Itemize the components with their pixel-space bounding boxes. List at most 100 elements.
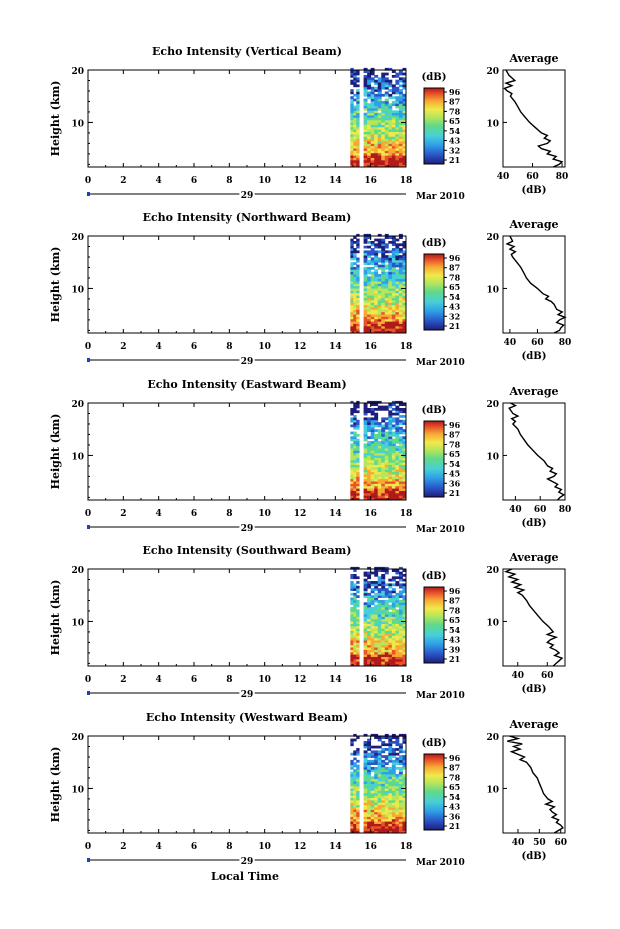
- heatmap-cell: [398, 609, 403, 613]
- heatmap-cell: [350, 150, 354, 154]
- heatmap-cell: [402, 647, 407, 650]
- heatmap-cell: [363, 766, 368, 770]
- heatmap-cell: [398, 476, 403, 480]
- heatmap-cell: [350, 257, 354, 261]
- heatmap-cell: [395, 602, 400, 606]
- heatmap-cell: [370, 830, 375, 834]
- heatmap-cell: [402, 314, 407, 317]
- heatmap-cell: [384, 131, 389, 135]
- heatmap-cell: [367, 162, 372, 166]
- x-tick-label: 8: [226, 176, 232, 186]
- heatmap-cell: [356, 314, 360, 317]
- heatmap-cell: [353, 640, 357, 643]
- heatmap-cell: [388, 255, 393, 258]
- heatmap-cell: [388, 663, 393, 667]
- heatmap-cell: [370, 290, 375, 294]
- heatmap-cell: [374, 471, 379, 475]
- heatmap-cell: [353, 830, 357, 834]
- heatmap-cell: [384, 614, 389, 617]
- heatmap-cell: [350, 642, 354, 646]
- heatmap-cell: [377, 433, 382, 437]
- heatmap-cell: [374, 438, 379, 442]
- heatmap-cell: [395, 495, 400, 499]
- heatmap-cell: [402, 651, 407, 655]
- heatmap-cell: [374, 297, 379, 301]
- heatmap-cell: [388, 578, 393, 582]
- heatmap-cell: [402, 266, 407, 270]
- heatmap-cell: [398, 654, 403, 657]
- heatmap-cell: [350, 131, 354, 135]
- heatmap-cell: [391, 236, 396, 240]
- heatmap-cell: [356, 492, 360, 496]
- heatmap-cell: [395, 478, 400, 482]
- heatmap-cell: [353, 783, 357, 787]
- heatmap-cell: [353, 141, 357, 144]
- heatmap-cell: [384, 495, 389, 499]
- heatmap-cell: [391, 618, 396, 622]
- heatmap-cell: [350, 304, 354, 308]
- heatmap-cell: [350, 781, 354, 784]
- heatmap-cell: [398, 495, 403, 499]
- heatmap-cell: [402, 318, 407, 322]
- heatmap-cell: [391, 288, 396, 291]
- heatmap-cell: [381, 131, 386, 135]
- heatmap-cell: [398, 781, 403, 784]
- heatmap-cell: [388, 141, 393, 144]
- heatmap-cell: [374, 464, 379, 468]
- heatmap-cell: [395, 112, 400, 116]
- heatmap-cell: [381, 823, 386, 827]
- heatmap-cell: [384, 490, 389, 494]
- heatmap-cell: [381, 143, 386, 147]
- heatmap-cell: [384, 318, 389, 322]
- heatmap-cell: [350, 497, 354, 501]
- heatmap-cell: [356, 443, 360, 447]
- heatmap-cell: [374, 285, 379, 289]
- heatmap-cell: [384, 774, 389, 777]
- heatmap-cell: [391, 330, 396, 334]
- x-tick-label: 4: [156, 176, 162, 186]
- heatmap-cell: [353, 138, 357, 142]
- heatmap-cell: [384, 278, 389, 282]
- heatmap-cell: [356, 424, 360, 428]
- heatmap-cell: [384, 124, 389, 128]
- heatmap-cell: [363, 755, 368, 758]
- heatmap-cell: [391, 466, 396, 470]
- heatmap-cell: [381, 776, 386, 780]
- heatmap-cell: [381, 618, 386, 622]
- heatmap-cell: [402, 466, 407, 470]
- heatmap-cell: [377, 96, 382, 99]
- heatmap-cell: [374, 776, 379, 780]
- heatmap-cell: [381, 295, 386, 299]
- heatmap-cell: [377, 283, 382, 287]
- heatmap-cell: [367, 445, 372, 449]
- heatmap-cell: [350, 412, 354, 416]
- colorbar-tick-label: 32: [449, 311, 460, 321]
- heatmap-cell: [381, 614, 386, 617]
- heatmap-cell: [353, 405, 357, 409]
- heatmap-cell: [363, 452, 368, 456]
- heatmap-cell: [395, 243, 400, 247]
- heatmap-cell: [395, 748, 400, 751]
- heatmap-cell: [377, 757, 382, 761]
- heatmap-cell: [350, 238, 354, 242]
- heatmap-cell: [398, 583, 403, 587]
- heatmap-cell: [363, 495, 368, 499]
- heatmap-cell: [402, 152, 407, 156]
- heatmap-cell: [381, 441, 386, 444]
- heatmap-cell: [350, 738, 354, 742]
- heatmap-cell: [398, 445, 403, 449]
- heatmap-cell: [402, 407, 407, 411]
- colorbar-tick-label: 65: [449, 116, 460, 126]
- heatmap-cell: [356, 651, 360, 655]
- heatmap-cell: [377, 588, 382, 591]
- heatmap-cell: [398, 285, 403, 289]
- heatmap-cell: [402, 604, 407, 608]
- heatmap-cell: [350, 752, 354, 756]
- heatmap-cell: [395, 445, 400, 449]
- heatmap-cell: [381, 238, 386, 242]
- colorbar-tick-label: 54: [449, 792, 461, 802]
- heatmap-cell: [391, 654, 396, 657]
- heatmap-cell: [350, 644, 354, 648]
- heatmap-cell: [377, 481, 382, 484]
- heatmap-cell: [402, 150, 407, 154]
